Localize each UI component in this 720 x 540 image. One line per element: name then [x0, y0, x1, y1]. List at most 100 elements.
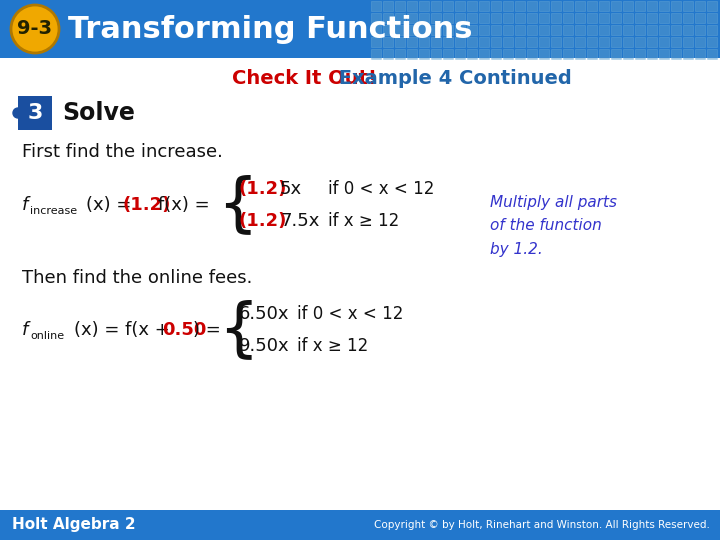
FancyBboxPatch shape: [707, 1, 717, 11]
FancyBboxPatch shape: [635, 13, 645, 23]
FancyBboxPatch shape: [575, 25, 585, 35]
FancyBboxPatch shape: [551, 13, 561, 23]
FancyBboxPatch shape: [455, 25, 465, 35]
Text: 7.5x: 7.5x: [280, 212, 320, 230]
Text: if x ≥ 12: if x ≥ 12: [328, 212, 400, 230]
FancyBboxPatch shape: [587, 13, 597, 23]
Text: 0.50: 0.50: [162, 321, 207, 339]
FancyBboxPatch shape: [647, 49, 657, 59]
FancyBboxPatch shape: [671, 25, 681, 35]
FancyBboxPatch shape: [563, 25, 573, 35]
FancyBboxPatch shape: [551, 1, 561, 11]
FancyBboxPatch shape: [527, 1, 537, 11]
FancyBboxPatch shape: [587, 1, 597, 11]
FancyBboxPatch shape: [395, 1, 405, 11]
FancyBboxPatch shape: [503, 25, 513, 35]
FancyBboxPatch shape: [683, 25, 693, 35]
FancyBboxPatch shape: [503, 49, 513, 59]
Text: Copyright © by Holt, Rinehart and Winston. All Rights Reserved.: Copyright © by Holt, Rinehart and Winsto…: [374, 520, 710, 530]
FancyBboxPatch shape: [587, 37, 597, 47]
FancyBboxPatch shape: [455, 37, 465, 47]
Text: 5x: 5x: [280, 180, 302, 198]
FancyBboxPatch shape: [515, 25, 525, 35]
Text: if 0 < x < 12: if 0 < x < 12: [328, 180, 434, 198]
FancyBboxPatch shape: [491, 37, 501, 47]
FancyBboxPatch shape: [623, 49, 633, 59]
FancyBboxPatch shape: [635, 25, 645, 35]
FancyBboxPatch shape: [383, 25, 393, 35]
FancyBboxPatch shape: [18, 96, 52, 130]
FancyBboxPatch shape: [419, 37, 429, 47]
FancyBboxPatch shape: [371, 25, 381, 35]
FancyBboxPatch shape: [503, 13, 513, 23]
FancyBboxPatch shape: [539, 25, 549, 35]
FancyBboxPatch shape: [479, 37, 489, 47]
FancyBboxPatch shape: [695, 13, 705, 23]
FancyBboxPatch shape: [407, 13, 417, 23]
FancyBboxPatch shape: [647, 1, 657, 11]
FancyBboxPatch shape: [527, 37, 537, 47]
Text: 9-3: 9-3: [17, 19, 53, 38]
Circle shape: [11, 5, 59, 53]
FancyBboxPatch shape: [467, 1, 477, 11]
FancyBboxPatch shape: [515, 49, 525, 59]
FancyBboxPatch shape: [659, 37, 669, 47]
FancyBboxPatch shape: [563, 1, 573, 11]
FancyBboxPatch shape: [683, 13, 693, 23]
Text: Multiply all parts
of the function
by 1.2.: Multiply all parts of the function by 1.…: [490, 195, 617, 257]
FancyBboxPatch shape: [491, 13, 501, 23]
FancyBboxPatch shape: [683, 1, 693, 11]
FancyBboxPatch shape: [443, 37, 453, 47]
Text: (x) =: (x) =: [86, 196, 137, 214]
FancyBboxPatch shape: [515, 13, 525, 23]
FancyBboxPatch shape: [635, 1, 645, 11]
FancyBboxPatch shape: [443, 13, 453, 23]
FancyBboxPatch shape: [539, 1, 549, 11]
Text: Solve: Solve: [62, 101, 135, 125]
FancyBboxPatch shape: [371, 1, 381, 11]
FancyBboxPatch shape: [659, 49, 669, 59]
FancyBboxPatch shape: [455, 13, 465, 23]
FancyBboxPatch shape: [419, 1, 429, 11]
FancyBboxPatch shape: [671, 1, 681, 11]
Text: (1.2): (1.2): [122, 196, 171, 214]
FancyBboxPatch shape: [623, 1, 633, 11]
FancyBboxPatch shape: [431, 13, 441, 23]
Text: f(x) =: f(x) =: [158, 196, 215, 214]
Text: Then find the online fees.: Then find the online fees.: [22, 269, 253, 287]
Text: 6.50x: 6.50x: [239, 305, 289, 323]
FancyBboxPatch shape: [527, 13, 537, 23]
FancyBboxPatch shape: [611, 49, 621, 59]
FancyBboxPatch shape: [575, 49, 585, 59]
FancyBboxPatch shape: [479, 49, 489, 59]
FancyBboxPatch shape: [383, 37, 393, 47]
FancyBboxPatch shape: [623, 25, 633, 35]
Circle shape: [13, 108, 23, 118]
FancyBboxPatch shape: [659, 13, 669, 23]
Text: online: online: [30, 331, 64, 341]
FancyBboxPatch shape: [671, 13, 681, 23]
FancyBboxPatch shape: [455, 49, 465, 59]
FancyBboxPatch shape: [659, 25, 669, 35]
FancyBboxPatch shape: [683, 49, 693, 59]
FancyBboxPatch shape: [539, 13, 549, 23]
FancyBboxPatch shape: [467, 37, 477, 47]
Text: if x ≥ 12: if x ≥ 12: [297, 337, 368, 355]
FancyBboxPatch shape: [491, 25, 501, 35]
FancyBboxPatch shape: [551, 49, 561, 59]
Text: 3: 3: [27, 103, 42, 123]
FancyBboxPatch shape: [383, 49, 393, 59]
FancyBboxPatch shape: [683, 37, 693, 47]
FancyBboxPatch shape: [659, 1, 669, 11]
FancyBboxPatch shape: [623, 13, 633, 23]
Text: Transforming Functions: Transforming Functions: [68, 15, 472, 44]
Text: 9.50x: 9.50x: [239, 337, 289, 355]
FancyBboxPatch shape: [371, 13, 381, 23]
FancyBboxPatch shape: [0, 510, 720, 540]
FancyBboxPatch shape: [431, 25, 441, 35]
Text: Check It Out!: Check It Out!: [233, 69, 377, 87]
FancyBboxPatch shape: [395, 13, 405, 23]
FancyBboxPatch shape: [707, 25, 717, 35]
FancyBboxPatch shape: [695, 49, 705, 59]
Text: if 0 < x < 12: if 0 < x < 12: [297, 305, 403, 323]
